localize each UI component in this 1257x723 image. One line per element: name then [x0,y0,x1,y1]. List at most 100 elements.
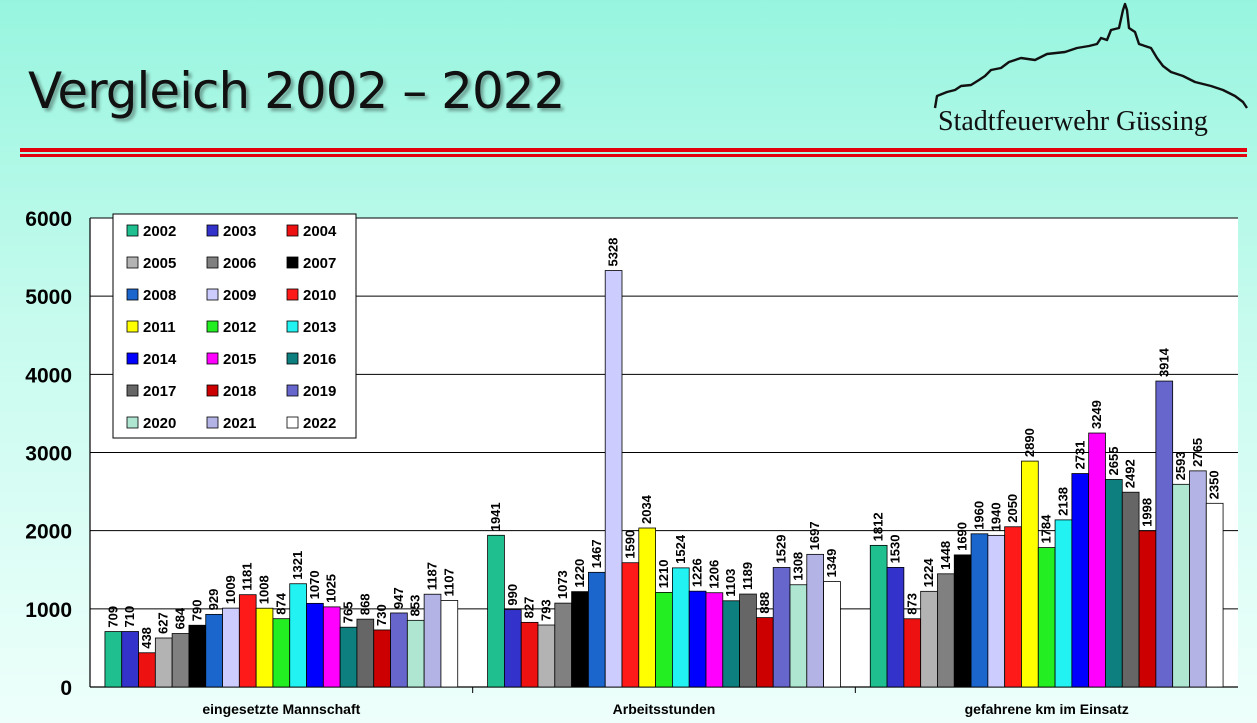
legend-box [112,213,357,439]
data-label: 2050 [1005,494,1020,523]
bar [154,637,173,688]
legend-swatch [286,288,299,301]
bar [1172,483,1190,688]
bar [222,607,240,688]
data-label: 1070 [307,570,322,599]
legend-swatch [206,320,219,333]
data-label: 1181 [240,562,255,590]
legend-swatch [126,352,139,365]
bar [604,270,623,688]
bar [1205,502,1224,688]
data-label: 990 [505,584,520,606]
bar [1037,547,1056,688]
data-label: 1529 [774,535,789,564]
legend-swatch [286,256,299,269]
bar [937,573,955,688]
bar [373,629,391,688]
legend-entry: 2022 [303,415,336,432]
legend-entry: 2018 [223,383,256,400]
x-category-label: eingesetzte Mannschaft [202,701,360,717]
data-label: 765 [341,601,356,623]
data-label: 790 [189,600,204,622]
data-label: 2593 [1173,451,1188,480]
data-label: 1224 [921,558,936,588]
legend-swatch [206,416,219,429]
legend-entry: 2011 [143,319,176,336]
bar [238,594,257,688]
organization-name: Stadtfeuerwehr Güssing [938,106,1208,137]
data-label: 2492 [1123,459,1138,488]
bar [205,613,223,688]
legend-entry: 2008 [143,287,176,304]
bar [987,534,1006,688]
data-label: 1940 [988,502,1003,531]
data-label: 3249 [1089,400,1104,429]
legend-entry: 2002 [143,223,176,240]
data-label: 1467 [589,539,604,568]
bar [1071,473,1090,688]
legend-swatch [126,320,139,333]
castle-skyline-icon [933,2,1248,109]
bar [440,600,459,688]
bar [621,562,640,688]
bar [322,606,341,688]
legend-entry: 2020 [143,415,176,432]
legend-entry: 2019 [303,383,336,400]
bar [520,621,539,688]
data-label: 730 [374,604,389,626]
bar [255,607,274,688]
legend-entry: 2017 [143,383,176,400]
legend-swatch [286,416,299,429]
bars [104,270,1224,688]
legend-swatch [206,224,219,237]
bar [1004,526,1022,688]
bar [1189,470,1207,688]
data-label: 2655 [1106,447,1121,476]
bar [487,534,505,688]
data-label: 874 [273,592,288,614]
legend-swatch [286,320,299,333]
data-label: 1524 [673,534,688,564]
bar [171,633,190,688]
data-label: 438 [139,627,154,649]
data-label: 929 [206,589,221,611]
data-label: 1025 [324,574,339,603]
legend-swatch [126,224,139,237]
data-label: 873 [904,593,919,615]
legend-swatch [126,416,139,429]
legend-entry: 2014 [143,351,177,368]
bar [423,593,442,688]
bar [588,571,606,688]
data-label: 947 [391,587,406,609]
data-label: 1530 [887,534,902,563]
legend-swatch [286,352,299,365]
bar [1088,432,1106,688]
x-category-label: gefahrene km im Einsatz [965,701,1129,717]
data-label: 1187 [425,562,440,590]
data-label: 1784 [1039,514,1054,544]
legend-swatch [126,256,139,269]
data-label: 1308 [790,552,805,581]
data-label: 710 [122,606,137,628]
y-tick-label: 5000 [25,286,72,309]
bar [705,592,724,688]
data-label: 2890 [1022,428,1037,457]
bar [537,624,556,688]
bar [339,626,358,688]
data-label: 2731 [1072,441,1087,470]
data-label: 2138 [1055,487,1070,516]
bar [390,612,408,688]
legend-swatch [206,352,219,365]
header-divider-bottom [20,154,1247,157]
legend-entry: 2009 [223,287,256,304]
data-label: 1210 [656,559,671,588]
bar [1054,519,1073,688]
y-tick-label: 1000 [25,599,72,622]
data-label: 1690 [955,522,970,551]
data-label: 827 [522,597,537,619]
bar [655,592,673,688]
data-label: 1008 [257,575,272,604]
bar [356,618,375,688]
bar [903,618,922,688]
